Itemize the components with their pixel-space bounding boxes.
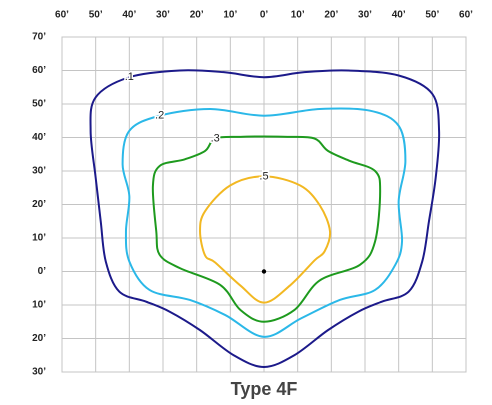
contour-line — [151, 135, 382, 323]
contour-line — [89, 69, 441, 368]
contour-label: .1 — [125, 71, 134, 83]
y-tick-label: 30’ — [32, 367, 46, 378]
x-tick-label: 60’ — [55, 10, 69, 21]
y-tick-label: 70’ — [32, 32, 46, 43]
x-tick-label: 20’ — [190, 10, 204, 21]
y-tick-label: 50’ — [32, 99, 46, 110]
y-tick-label: 40’ — [32, 132, 46, 143]
x-tick-label: 20’ — [324, 10, 338, 21]
y-tick-label: 10’ — [32, 300, 46, 311]
contour-line — [199, 175, 332, 304]
x-tick-label: 30’ — [358, 10, 372, 21]
x-tick-label: 30’ — [156, 10, 170, 21]
x-tick-label: 50’ — [425, 10, 439, 21]
x-tick-label: 40’ — [392, 10, 406, 21]
contour-label: .3 — [211, 132, 220, 144]
contour-line — [121, 107, 407, 338]
x-tick-label: 60’ — [459, 10, 473, 21]
y-tick-label: 0’ — [38, 266, 47, 277]
x-tick-label: 40’ — [122, 10, 136, 21]
y-tick-label: 30’ — [32, 166, 46, 177]
x-tick-label: 10’ — [291, 10, 305, 21]
y-tick-label: 20’ — [32, 333, 46, 344]
plot-frame — [61, 36, 467, 373]
x-tick-label: 10’ — [223, 10, 237, 21]
contour-label: .2 — [155, 110, 164, 122]
y-tick-label: 60’ — [32, 65, 46, 76]
origin-dot — [261, 269, 267, 274]
contour-label: .5 — [259, 170, 268, 182]
chart-title: Type 4F — [231, 379, 298, 399]
x-tick-label: 50’ — [89, 10, 103, 21]
y-tick-label: 10’ — [32, 233, 46, 244]
x-tick-label: 0’ — [260, 10, 269, 21]
y-tick-label: 20’ — [32, 199, 46, 210]
